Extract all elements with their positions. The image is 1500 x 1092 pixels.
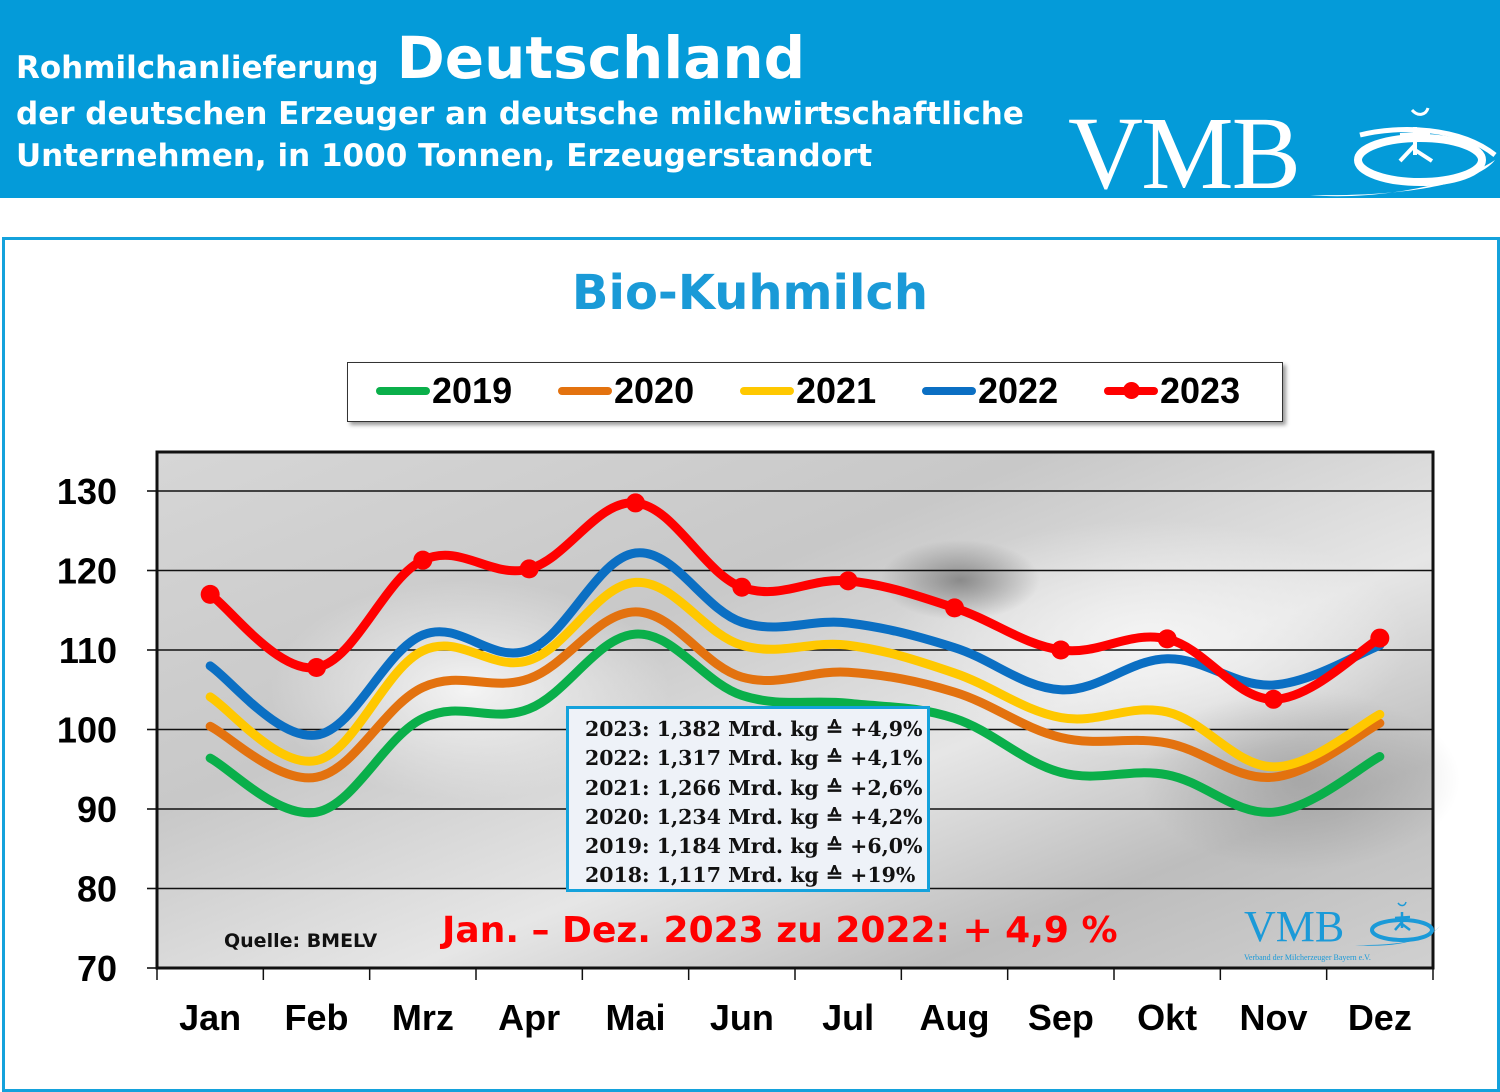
series-line-2019	[205, 629, 1385, 818]
x-tick-label-nov: Nov	[1239, 997, 1307, 1038]
data-point-2023-sep	[1051, 640, 1071, 660]
series-line-2020	[205, 607, 1385, 783]
chart-title: Bio-Kuhmilch	[571, 265, 929, 321]
annual-total-2018: 2018: 1,117 Mrd. kg ≙ +19%	[585, 863, 916, 888]
legend-swatch-2019	[376, 387, 430, 395]
legend-label-2023: 2023	[1160, 370, 1241, 411]
annual-totals-box: 2023: 1,382 Mrd. kg ≙ +4,9% 2022: 1,317 …	[566, 706, 930, 892]
series-line-2023	[205, 498, 1385, 704]
data-point-2023-jul	[838, 571, 858, 591]
source-label: Quelle: BMELV	[224, 930, 378, 952]
data-point-2023-dez	[1370, 628, 1390, 648]
legend-swatch-2020	[558, 387, 612, 395]
y-tick-label-90: 90	[77, 789, 117, 830]
x-tick-label-jun: Jun	[710, 997, 774, 1038]
data-point-2023-apr	[519, 559, 539, 579]
vmb-logo-text: VMB	[1068, 96, 1301, 211]
series-2021	[205, 577, 1385, 772]
x-axis-ticks: Jan Feb Mrz Apr Mai Jun Jul Aug Sep Okt Nov Dez	[156, 966, 1434, 1038]
legend-swatch-2022	[922, 387, 976, 395]
series-2023	[200, 493, 1390, 709]
x-tick-label-jul: Jul	[822, 997, 874, 1038]
annual-total-2020: 2020: 1,234 Mrd. kg ≙ +4,2%	[585, 804, 923, 829]
chart-legend: 2019 2020 2021 2022 2023	[347, 362, 1283, 422]
x-tick-label-aug: Aug	[920, 997, 990, 1038]
header-title-main: Deutschland	[396, 24, 806, 92]
annual-total-2022: 2022: 1,317 Mrd. kg ≙ +4,1%	[585, 746, 923, 771]
header-subtitle-line1: der deutschen Erzeuger an deutsche milch…	[16, 96, 1024, 132]
legend-swatch-2021	[740, 387, 794, 395]
data-point-2023-mrz	[413, 550, 433, 570]
x-tick-label-mai: Mai	[605, 997, 665, 1038]
series-line-2021	[205, 577, 1385, 772]
data-point-2023-jan	[200, 584, 220, 604]
watermark-logo-text: VMB	[1244, 902, 1345, 951]
legend-item-2020: 2020	[558, 370, 695, 411]
x-tick-label-sep: Sep	[1028, 997, 1094, 1038]
annual-total-2019: 2019: 1,184 Mrd. kg ≙ +6,0%	[585, 834, 923, 859]
x-tick-label-dez: Dez	[1348, 997, 1412, 1038]
header-title: Rohmilchanlieferung Deutschland	[16, 24, 805, 92]
legend-item-2023: 2023	[1104, 370, 1241, 411]
series-2019	[205, 629, 1385, 818]
y-tick-label-70: 70	[77, 948, 117, 989]
y-tick-label-130: 130	[57, 471, 117, 512]
legend-item-2021: 2021	[740, 370, 877, 411]
legend-swatch-2023	[1104, 382, 1158, 399]
vmb-logo-icon	[1310, 107, 1497, 197]
header-title-prefix: Rohmilchanlieferung	[16, 50, 379, 86]
annual-total-2023: 2023: 1,382 Mrd. kg ≙ +4,9%	[585, 717, 923, 741]
legend-label-2019: 2019	[432, 370, 513, 411]
y-tick-label-100: 100	[57, 710, 117, 751]
series-2022	[205, 548, 1385, 740]
legend-label-2021: 2021	[796, 370, 877, 411]
data-point-2023-okt	[1157, 629, 1177, 649]
series-line-2022	[205, 548, 1385, 740]
x-tick-label-mrz: Mrz	[392, 997, 454, 1038]
legend-label-2020: 2020	[614, 370, 695, 411]
x-tick-label-feb: Feb	[284, 997, 348, 1038]
legend-marker-2023	[1123, 382, 1140, 399]
watermark-logo-subtext: Verband der Milcherzeuger Bayern e.V.	[1244, 953, 1371, 962]
series-2020	[205, 607, 1385, 783]
x-tick-label-apr: Apr	[498, 997, 560, 1038]
legend-item-2019: 2019	[376, 370, 513, 411]
watermark-logo-icon	[1355, 901, 1440, 946]
x-tick-label-jan: Jan	[179, 997, 241, 1038]
series-lines	[200, 493, 1390, 818]
y-axis-ticks: 70 80 90 100 110 120 130	[57, 471, 157, 989]
x-tick-label-okt: Okt	[1137, 997, 1197, 1038]
legend-label-2022: 2022	[978, 370, 1059, 411]
summary-annotation: Jan. – Dez. 2023 zu 2022: + 4,9 %	[442, 910, 1118, 951]
data-point-2023-feb	[307, 657, 326, 677]
legend-item-2022: 2022	[922, 370, 1059, 411]
annual-total-2021: 2021: 1,266 Mrd. kg ≙ +2,6%	[585, 775, 923, 800]
header-subtitle-line2: Unternehmen, in 1000 Tonnen, Erzeugersta…	[16, 138, 873, 174]
header-banner: Rohmilchanlieferung Deutschland der deuts…	[0, 0, 1500, 211]
data-point-2023-jun	[732, 577, 752, 597]
data-point-2023-aug	[945, 598, 964, 618]
y-tick-label-80: 80	[77, 869, 117, 910]
data-point-2023-mai	[626, 493, 645, 513]
data-point-2023-nov	[1264, 689, 1283, 709]
y-tick-label-110: 110	[59, 630, 117, 671]
y-tick-label-120: 120	[57, 551, 117, 592]
